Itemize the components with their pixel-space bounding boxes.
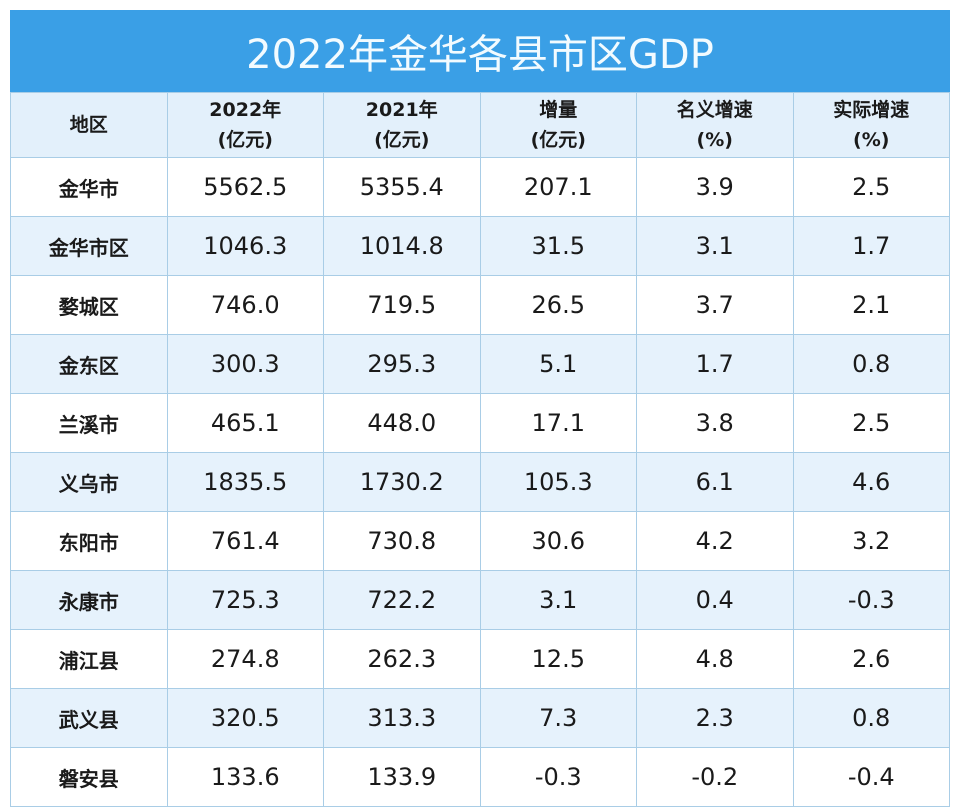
value-cell: 5.1 <box>479 334 637 394</box>
table-row: 东阳市 761.4 730.8 30.6 4.2 3.2 <box>10 511 950 571</box>
value-cell: 6.1 <box>636 452 794 512</box>
region-cell: 义乌市 <box>10 452 168 512</box>
value-cell: 1730.2 <box>323 452 481 512</box>
value-cell: 5355.4 <box>323 157 481 217</box>
region-cell: 金华市区 <box>10 216 168 276</box>
value-cell: 320.5 <box>166 688 324 748</box>
column-header-line1: 增量 <box>539 99 578 121</box>
region-cell: 永康市 <box>10 570 168 630</box>
value-cell: 3.1 <box>636 216 794 276</box>
region-cell: 磐安县 <box>10 747 168 807</box>
value-cell: 1046.3 <box>166 216 324 276</box>
column-header-unit: (%) <box>853 129 890 151</box>
value-cell: 133.6 <box>166 747 324 807</box>
value-cell: 0.4 <box>636 570 794 630</box>
value-cell: 26.5 <box>479 275 637 335</box>
table-row: 婺城区 746.0 719.5 26.5 3.7 2.1 <box>10 275 950 335</box>
value-cell: 105.3 <box>479 452 637 512</box>
region-cell: 武义县 <box>10 688 168 748</box>
gdp-table: 地区 2022年 (亿元) 2021年 (亿元) 增量 (亿元) 名义增速 (%) 实际增速 (%)… <box>10 92 950 807</box>
value-cell: 3.7 <box>636 275 794 335</box>
value-cell: 0.8 <box>792 334 950 394</box>
column-header: 2022年 (亿元) <box>166 92 324 158</box>
value-cell: 465.1 <box>166 393 324 453</box>
value-cell: 17.1 <box>479 393 637 453</box>
value-cell: 1.7 <box>636 334 794 394</box>
value-cell: 133.9 <box>323 747 481 807</box>
table-row: 兰溪市 465.1 448.0 17.1 3.8 2.5 <box>10 393 950 453</box>
gdp-table-container: 2022年金华各县市区GDP 地区 2022年 (亿元) 2021年 (亿元) 增量 (亿元… <box>10 10 950 807</box>
table-row: 金华市区 1046.3 1014.8 31.5 3.1 1.7 <box>10 216 950 276</box>
value-cell: 1.7 <box>792 216 950 276</box>
value-cell: 3.9 <box>636 157 794 217</box>
region-cell: 浦江县 <box>10 629 168 689</box>
value-cell: 207.1 <box>479 157 637 217</box>
value-cell: 2.5 <box>792 393 950 453</box>
value-cell: 262.3 <box>323 629 481 689</box>
column-header: 2021年 (亿元) <box>323 92 481 158</box>
region-cell: 婺城区 <box>10 275 168 335</box>
region-cell: 金东区 <box>10 334 168 394</box>
column-header: 地区 <box>10 92 168 158</box>
table-row: 金华市 5562.5 5355.4 207.1 3.9 2.5 <box>10 157 950 217</box>
value-cell: 3.8 <box>636 393 794 453</box>
value-cell: 3.2 <box>792 511 950 571</box>
value-cell: 4.2 <box>636 511 794 571</box>
column-header-line1: 2022年 <box>209 99 282 121</box>
column-header-unit: (亿元) <box>530 129 586 151</box>
value-cell: 3.1 <box>479 570 637 630</box>
column-header-unit: (亿元) <box>217 129 273 151</box>
value-cell: 2.3 <box>636 688 794 748</box>
value-cell: 0.8 <box>792 688 950 748</box>
value-cell: 761.4 <box>166 511 324 571</box>
header-row: 地区 2022年 (亿元) 2021年 (亿元) 增量 (亿元) 名义增速 (%) 实际增速 (%) <box>10 92 950 158</box>
region-cell: 兰溪市 <box>10 393 168 453</box>
value-cell: 295.3 <box>323 334 481 394</box>
value-cell: 31.5 <box>479 216 637 276</box>
value-cell: 313.3 <box>323 688 481 748</box>
column-header-line1: 地区 <box>69 114 108 136</box>
value-cell: 1014.8 <box>323 216 481 276</box>
value-cell: 12.5 <box>479 629 637 689</box>
column-header-line1: 实际增速 <box>833 99 910 121</box>
column-header: 增量 (亿元) <box>479 92 637 158</box>
table-row: 义乌市 1835.5 1730.2 105.3 6.1 4.6 <box>10 452 950 512</box>
column-header: 实际增速 (%) <box>792 92 950 158</box>
table-row: 浦江县 274.8 262.3 12.5 4.8 2.6 <box>10 629 950 689</box>
value-cell: 719.5 <box>323 275 481 335</box>
value-cell: -0.3 <box>792 570 950 630</box>
value-cell: 448.0 <box>323 393 481 453</box>
value-cell: 730.8 <box>323 511 481 571</box>
value-cell: 300.3 <box>166 334 324 394</box>
region-cell: 东阳市 <box>10 511 168 571</box>
value-cell: 30.6 <box>479 511 637 571</box>
value-cell: 722.2 <box>323 570 481 630</box>
region-cell: 金华市 <box>10 157 168 217</box>
value-cell: -0.4 <box>792 747 950 807</box>
table-title: 2022年金华各县市区GDP <box>10 10 950 92</box>
column-header-unit: (亿元) <box>374 129 430 151</box>
value-cell: 725.3 <box>166 570 324 630</box>
value-cell: 746.0 <box>166 275 324 335</box>
value-cell: 5562.5 <box>166 157 324 217</box>
value-cell: 4.6 <box>792 452 950 512</box>
table-row: 永康市 725.3 722.2 3.1 0.4 -0.3 <box>10 570 950 630</box>
value-cell: 2.5 <box>792 157 950 217</box>
table-row: 武义县 320.5 313.3 7.3 2.3 0.8 <box>10 688 950 748</box>
column-header-unit: (%) <box>696 129 733 151</box>
column-header: 名义增速 (%) <box>636 92 794 158</box>
value-cell: 2.6 <box>792 629 950 689</box>
value-cell: 2.1 <box>792 275 950 335</box>
value-cell: 1835.5 <box>166 452 324 512</box>
value-cell: 4.8 <box>636 629 794 689</box>
value-cell: 7.3 <box>479 688 637 748</box>
value-cell: 274.8 <box>166 629 324 689</box>
column-header-line1: 名义增速 <box>676 99 753 121</box>
table-row: 金东区 300.3 295.3 5.1 1.7 0.8 <box>10 334 950 394</box>
column-header-line1: 2021年 <box>365 99 438 121</box>
